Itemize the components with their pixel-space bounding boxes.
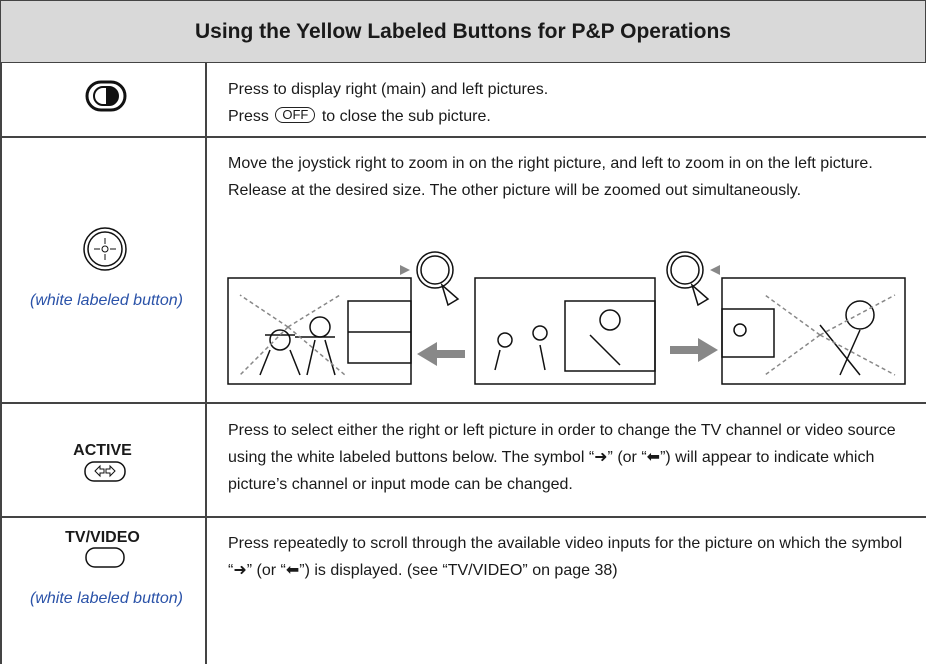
tv-video-button-icon	[85, 547, 125, 568]
text: to close the sub picture.	[321, 108, 491, 125]
pp-button-icon	[85, 80, 127, 112]
description-line: Press OFF to close the sub picture.	[228, 103, 918, 130]
button-label: ACTIVE	[73, 442, 132, 459]
column-divider	[205, 63, 207, 664]
left-border	[0, 63, 2, 664]
row-description: Press to select either the right or left…	[228, 422, 896, 493]
description-line: Press to display right (main) and left p…	[228, 81, 549, 98]
header-title: Using the Yellow Labeled Buttons for P&P…	[0, 0, 926, 63]
button-note: (white labeled button)	[30, 590, 183, 607]
text: Press	[228, 108, 269, 125]
row-description: Press repeatedly to scroll through the a…	[228, 535, 903, 579]
active-button-icon	[84, 461, 126, 482]
button-note: (white labeled button)	[30, 292, 183, 309]
row-divider	[0, 516, 926, 518]
row-divider	[0, 402, 926, 404]
row-description: Move the joystick right to zoom in on th…	[228, 155, 873, 199]
off-button: OFF	[275, 107, 316, 123]
button-label: TV/VIDEO	[65, 529, 140, 546]
joystick-icon	[83, 227, 127, 271]
zoom-illustration	[227, 251, 906, 385]
row-description: Press to display right (main) and left p…	[228, 76, 918, 130]
row-divider	[0, 136, 926, 138]
